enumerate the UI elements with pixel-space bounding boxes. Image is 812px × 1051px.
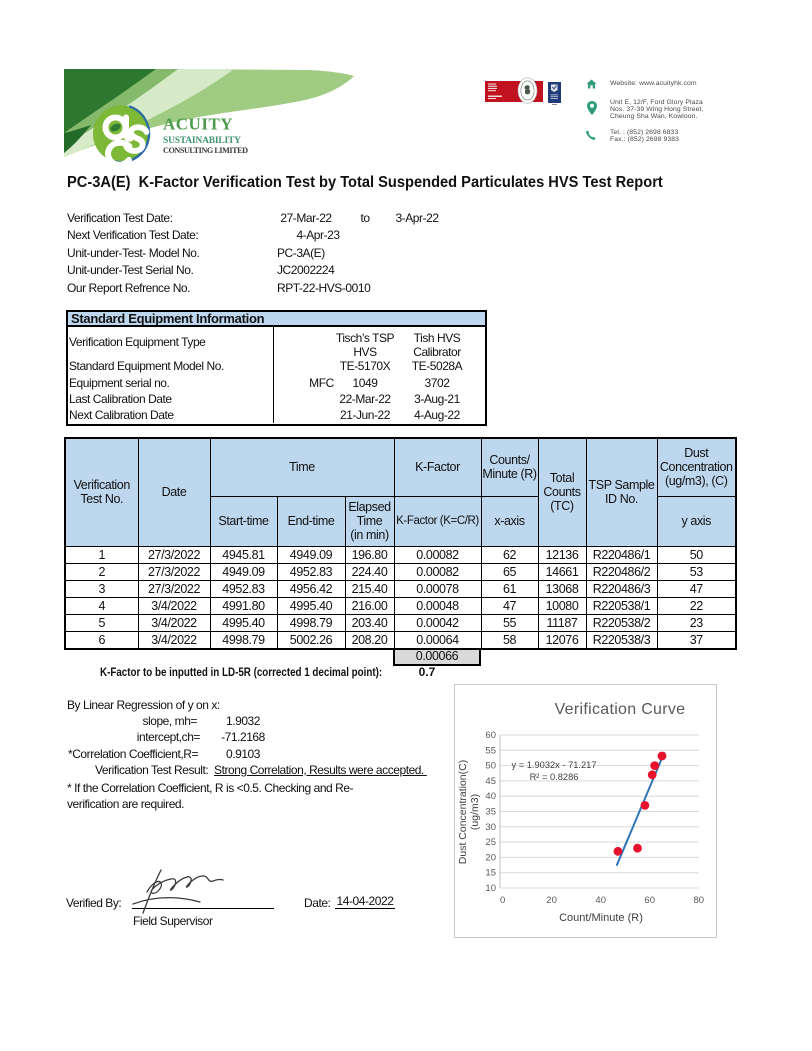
svg-text:40: 40	[595, 895, 606, 906]
svg-text:80: 80	[694, 895, 705, 906]
svg-text:Verification Curve: Verification Curve	[555, 701, 686, 718]
svg-text:SUSTAINABILITY: SUSTAINABILITY	[163, 136, 241, 146]
svg-text:10: 10	[485, 883, 496, 894]
svg-text:50: 50	[485, 761, 496, 772]
svg-text:40: 40	[485, 791, 496, 802]
svg-text:25: 25	[485, 837, 496, 848]
svg-text:60: 60	[485, 730, 496, 741]
svg-text:(ug/m3): (ug/m3)	[469, 794, 481, 830]
svg-text:20: 20	[546, 895, 557, 906]
svg-text:60: 60	[644, 895, 655, 906]
svg-text:30: 30	[485, 822, 496, 833]
svg-text:20: 20	[485, 852, 496, 863]
svg-text:0: 0	[500, 895, 505, 906]
svg-text:Dust Concentration(C): Dust Concentration(C)	[457, 760, 469, 864]
svg-text:35: 35	[485, 807, 496, 818]
svg-text:55: 55	[485, 745, 496, 756]
svg-text:R² = 0.8286: R² = 0.8286	[530, 772, 579, 782]
svg-text:ACUITY: ACUITY	[163, 115, 233, 134]
svg-text:Count/Minute (R): Count/Minute (R)	[559, 912, 643, 924]
svg-text:15: 15	[485, 868, 496, 879]
svg-text:CONSULTING LIMITED: CONSULTING LIMITED	[163, 146, 248, 155]
svg-text:y = 1.9032x - 71.217: y = 1.9032x - 71.217	[511, 760, 596, 770]
svg-text:45: 45	[485, 776, 496, 787]
